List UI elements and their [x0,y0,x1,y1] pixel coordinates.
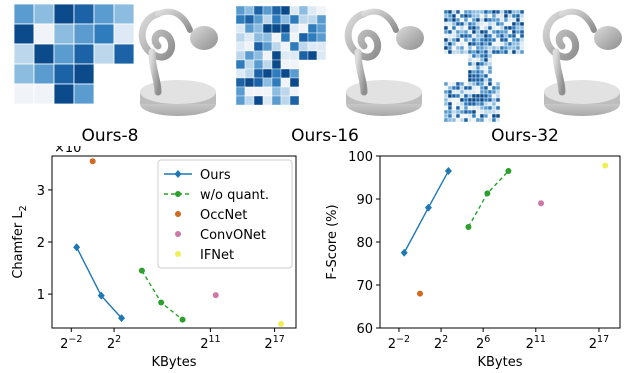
caption-ours-16: Ours-16 [291,126,359,146]
point-ours [73,243,81,252]
legend-label-ours: Ours [200,168,231,183]
point-wo_quant [138,267,145,274]
mesh-render-ours-8 [138,8,218,116]
point-occnet [417,290,423,297]
point-ours [444,167,452,176]
renders-row [13,3,622,123]
voxel-render-ours-16 [235,5,327,106]
y-tick-label: 90 [356,193,373,208]
point-ours [97,291,105,300]
series-line-wo_quant [141,270,183,321]
plot-frame [379,155,621,329]
y-tick-label: 2 [37,236,45,251]
legend-label-occnet: OccNet [200,208,247,223]
voxel-render-ours-32 [443,9,525,123]
point-wo_quant [179,316,186,323]
point-ours [424,203,432,212]
x-tick-label: 217 [589,334,609,352]
legend-marker-occnet [175,211,181,217]
point-ifnet [278,320,285,327]
y-tick-label: 70 [356,279,373,294]
x-tick-label: 22 [107,334,121,352]
point-wo_quant [484,190,491,197]
chamfer-chart: 1 2 3 2−2 22 211 217 KBytes Chamfer L2 ×10−4 Ours… [11,146,297,370]
x-tick-label: 211 [526,334,546,352]
legend-marker-convonet [175,231,181,237]
y-tick-label: 80 [356,236,373,251]
legend-label-wo_quant: w/o quant. [200,188,269,203]
x-tick-label: 26 [476,334,490,352]
series-line-ours [403,170,450,254]
point-convonet [538,200,545,207]
x-axis-label: KBytes [151,355,196,370]
y-tick-label: 60 [356,322,373,337]
y-axis-label: F-Score (%) [325,204,340,279]
legend-label-convonet: ConvONet [200,228,266,243]
point-ours [400,248,408,257]
y-tick-label: 3 [37,184,45,199]
series-line-ours [75,246,123,319]
legend-marker-ifnet [175,251,181,257]
point-occnet [89,158,96,165]
x-axis-label: KBytes [477,355,522,370]
point-ifnet [602,162,609,169]
x-tick-label: 217 [264,334,284,352]
legend-marker-wo_quant [175,191,181,197]
point-convonet [212,292,219,299]
legend-label-ifnet: IFNet [200,248,234,263]
x-tick-label: 211 [200,334,220,352]
mesh-render-ours-16 [344,8,424,116]
voxel-render-ours-8 [13,3,135,105]
point-wo_quant [505,168,512,175]
caption-ours-32: Ours-32 [491,126,559,146]
y-axis-label: Chamfer L2 [11,205,29,278]
y-scale-label: ×10−4 [54,146,95,156]
y-tick-label: 1 [37,288,45,303]
fscore-chart: 60 70 80 90 100 2−2 22 26 211 217 KBytes F-Score (%… [325,150,621,370]
x-tick-label: 22 [434,334,448,352]
series-line-wo_quant [467,170,509,228]
point-ours [118,314,126,323]
mesh-render-ours-32 [542,8,622,116]
point-wo_quant [465,223,472,230]
caption-ours-8: Ours-8 [81,126,139,146]
x-tick-label: 2−2 [388,334,410,352]
point-wo_quant [158,299,165,306]
x-tick-label: 2−2 [60,334,82,352]
y-tick-label: 100 [348,150,373,165]
legend-box [157,159,293,269]
legend-marker-ours [174,170,182,178]
